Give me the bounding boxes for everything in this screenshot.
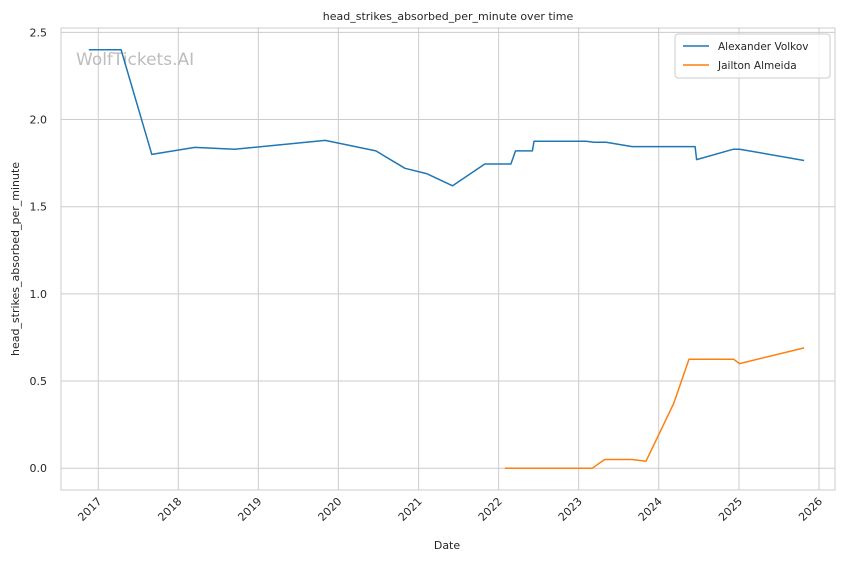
grid-lines	[61, 28, 835, 490]
chart-title: head_strikes_absorbed_per_minute over ti…	[323, 10, 574, 23]
x-tick-label: 2026	[796, 495, 825, 524]
x-tick-label: 2019	[235, 495, 264, 524]
x-tick-label: 2025	[716, 495, 745, 524]
series-line-jailton-almeida	[504, 347, 805, 469]
y-tick-label: 1.5	[30, 201, 48, 214]
y-axis-label: head_strikes_absorbed_per_minute	[9, 162, 22, 356]
y-tick-label: 1.0	[30, 288, 48, 301]
y-tick-label: 0.0	[30, 462, 48, 475]
plot-area	[60, 27, 836, 491]
x-axis-label: Date	[434, 539, 461, 552]
y-tick-label: 0.5	[30, 375, 48, 388]
legend: Alexander Volkov Jailton Almeida	[674, 33, 831, 79]
x-tick-label: 2018	[155, 495, 184, 524]
x-tick-label: 2021	[396, 495, 425, 524]
watermark: WolfTickets.AI	[76, 50, 194, 70]
x-tick-label: 2017	[75, 495, 104, 524]
legend-box	[674, 33, 831, 79]
x-tick-label: 2023	[556, 495, 585, 524]
x-axis-ticks: 2017 2018 2019 2020 2021 2022 2023 2024 2025 2026	[75, 495, 825, 524]
x-tick-label: 2022	[476, 495, 505, 524]
legend-label-almeida: Jailton Almeida	[717, 60, 797, 72]
y-axis-ticks: 0.0 0.5 1.0 1.5 2.0 2.5	[30, 26, 48, 475]
series-lines	[88, 49, 805, 469]
x-tick-label: 2020	[315, 495, 344, 524]
y-tick-label: 2.5	[30, 26, 48, 39]
y-tick-label: 2.0	[30, 114, 48, 127]
series-line-alexander-volkov	[88, 49, 805, 187]
legend-label-volkov: Alexander Volkov	[718, 41, 809, 53]
x-tick-label: 2024	[636, 495, 665, 524]
